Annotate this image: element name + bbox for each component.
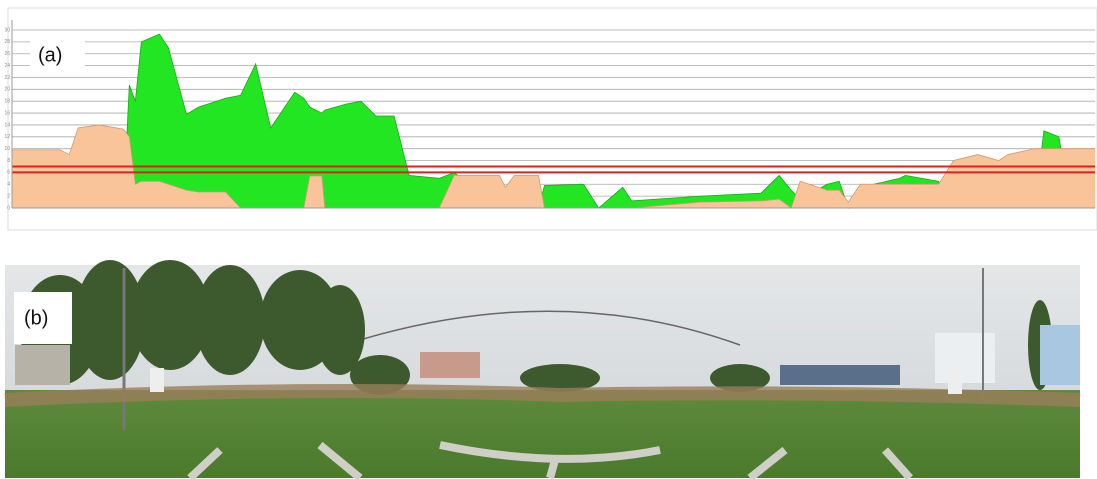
- y-tick-label: 8: [7, 158, 10, 164]
- y-tick-label: 30: [4, 27, 10, 33]
- y-tick-label: 28: [4, 39, 10, 45]
- y-tick-label: 4: [7, 182, 10, 188]
- panel-label: (a): [38, 44, 62, 66]
- photo-fence: [4, 384, 1081, 407]
- area-fill: [12, 34, 1095, 208]
- y-tick-label: 2: [7, 193, 10, 199]
- y-tick-label: 10: [4, 146, 10, 152]
- photo-building: [935, 333, 995, 383]
- y-tick-label: 16: [4, 110, 10, 116]
- photo-wire: [359, 310, 741, 346]
- y-tick-label: 14: [4, 122, 10, 128]
- y-tick-label: 0: [7, 205, 10, 211]
- y-tick-label: 26: [4, 51, 10, 57]
- label-box: [14, 292, 72, 344]
- y-tick-label: 20: [4, 87, 10, 93]
- photo-building: [15, 345, 70, 385]
- y-tick-label: 6: [7, 170, 10, 176]
- photo-shelter: [948, 368, 962, 394]
- y-tick-label: 18: [4, 99, 10, 105]
- photo-shelter: [150, 368, 164, 392]
- photo-grass: [5, 390, 1080, 478]
- label-box: [30, 36, 85, 74]
- panel-label: (b): [24, 307, 48, 329]
- photo-building: [780, 365, 900, 385]
- photo-paths: [187, 441, 913, 479]
- y-tick-label: 24: [4, 63, 10, 69]
- photo-building: [420, 352, 480, 378]
- area-line: [12, 124, 1095, 209]
- area-fill: [12, 124, 1095, 208]
- photo-trees: [20, 260, 1052, 395]
- y-tick-label: 12: [4, 134, 10, 140]
- y-tick-label: 22: [4, 75, 10, 81]
- photo: (b): [4, 260, 1081, 479]
- photo-building: [1040, 325, 1080, 385]
